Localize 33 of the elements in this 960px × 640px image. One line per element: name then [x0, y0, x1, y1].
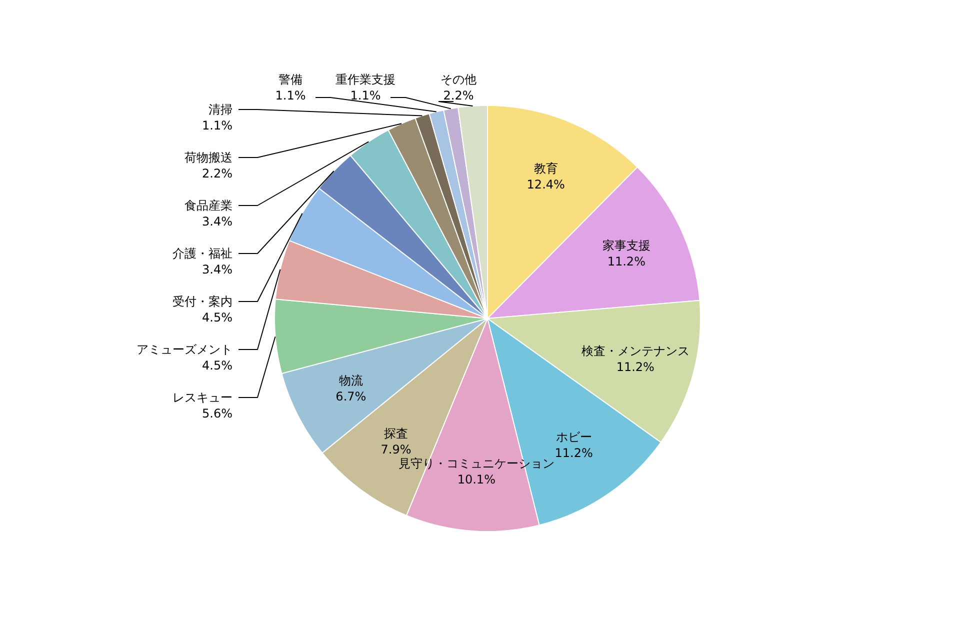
slice-label: レスキュー	[172, 390, 232, 404]
data-label: 7.9%	[380, 442, 412, 457]
data-label: 5.6%	[202, 406, 233, 420]
data-label: 1.1%	[202, 118, 233, 132]
data-label: 3.4%	[202, 214, 233, 228]
slice-label: 荷物搬送	[184, 150, 232, 164]
slice-label: 検査・メンテナンス	[581, 344, 690, 358]
data-label: 3.4%	[202, 262, 233, 276]
data-label: 12.4%	[526, 178, 565, 192]
data-label: 2.2%	[202, 166, 233, 180]
data-label: 10.1%	[457, 472, 496, 486]
slice-label: 介護・福祉	[172, 246, 232, 260]
slice-label: アミューズメント	[136, 342, 232, 356]
data-label: 4.5%	[202, 310, 233, 324]
slice-label: 受付・案内	[172, 294, 232, 308]
slice-label: 探査	[384, 426, 408, 441]
data-label: 11.2%	[554, 446, 593, 460]
slice-label: 警備	[278, 72, 302, 86]
data-label: 6.7%	[336, 389, 366, 404]
slice-label: その他	[440, 72, 476, 86]
data-label: 2.2%	[443, 88, 474, 102]
data-label: 1.1%	[275, 88, 306, 102]
data-label: 11.2%	[616, 360, 654, 374]
data-label: 1.1%	[350, 88, 381, 102]
data-label: 4.5%	[202, 358, 233, 372]
slice-label: 家事支援	[602, 238, 650, 253]
slice-label: 物流	[338, 373, 363, 388]
slice-label: 食品産業	[184, 198, 232, 212]
slice-label: 重作業支援	[336, 72, 396, 86]
slice-label: 清掃	[208, 102, 232, 116]
data-label: 11.2%	[607, 254, 646, 269]
slice-label: 教育	[534, 162, 558, 176]
slice-label: ホビー	[556, 430, 592, 444]
